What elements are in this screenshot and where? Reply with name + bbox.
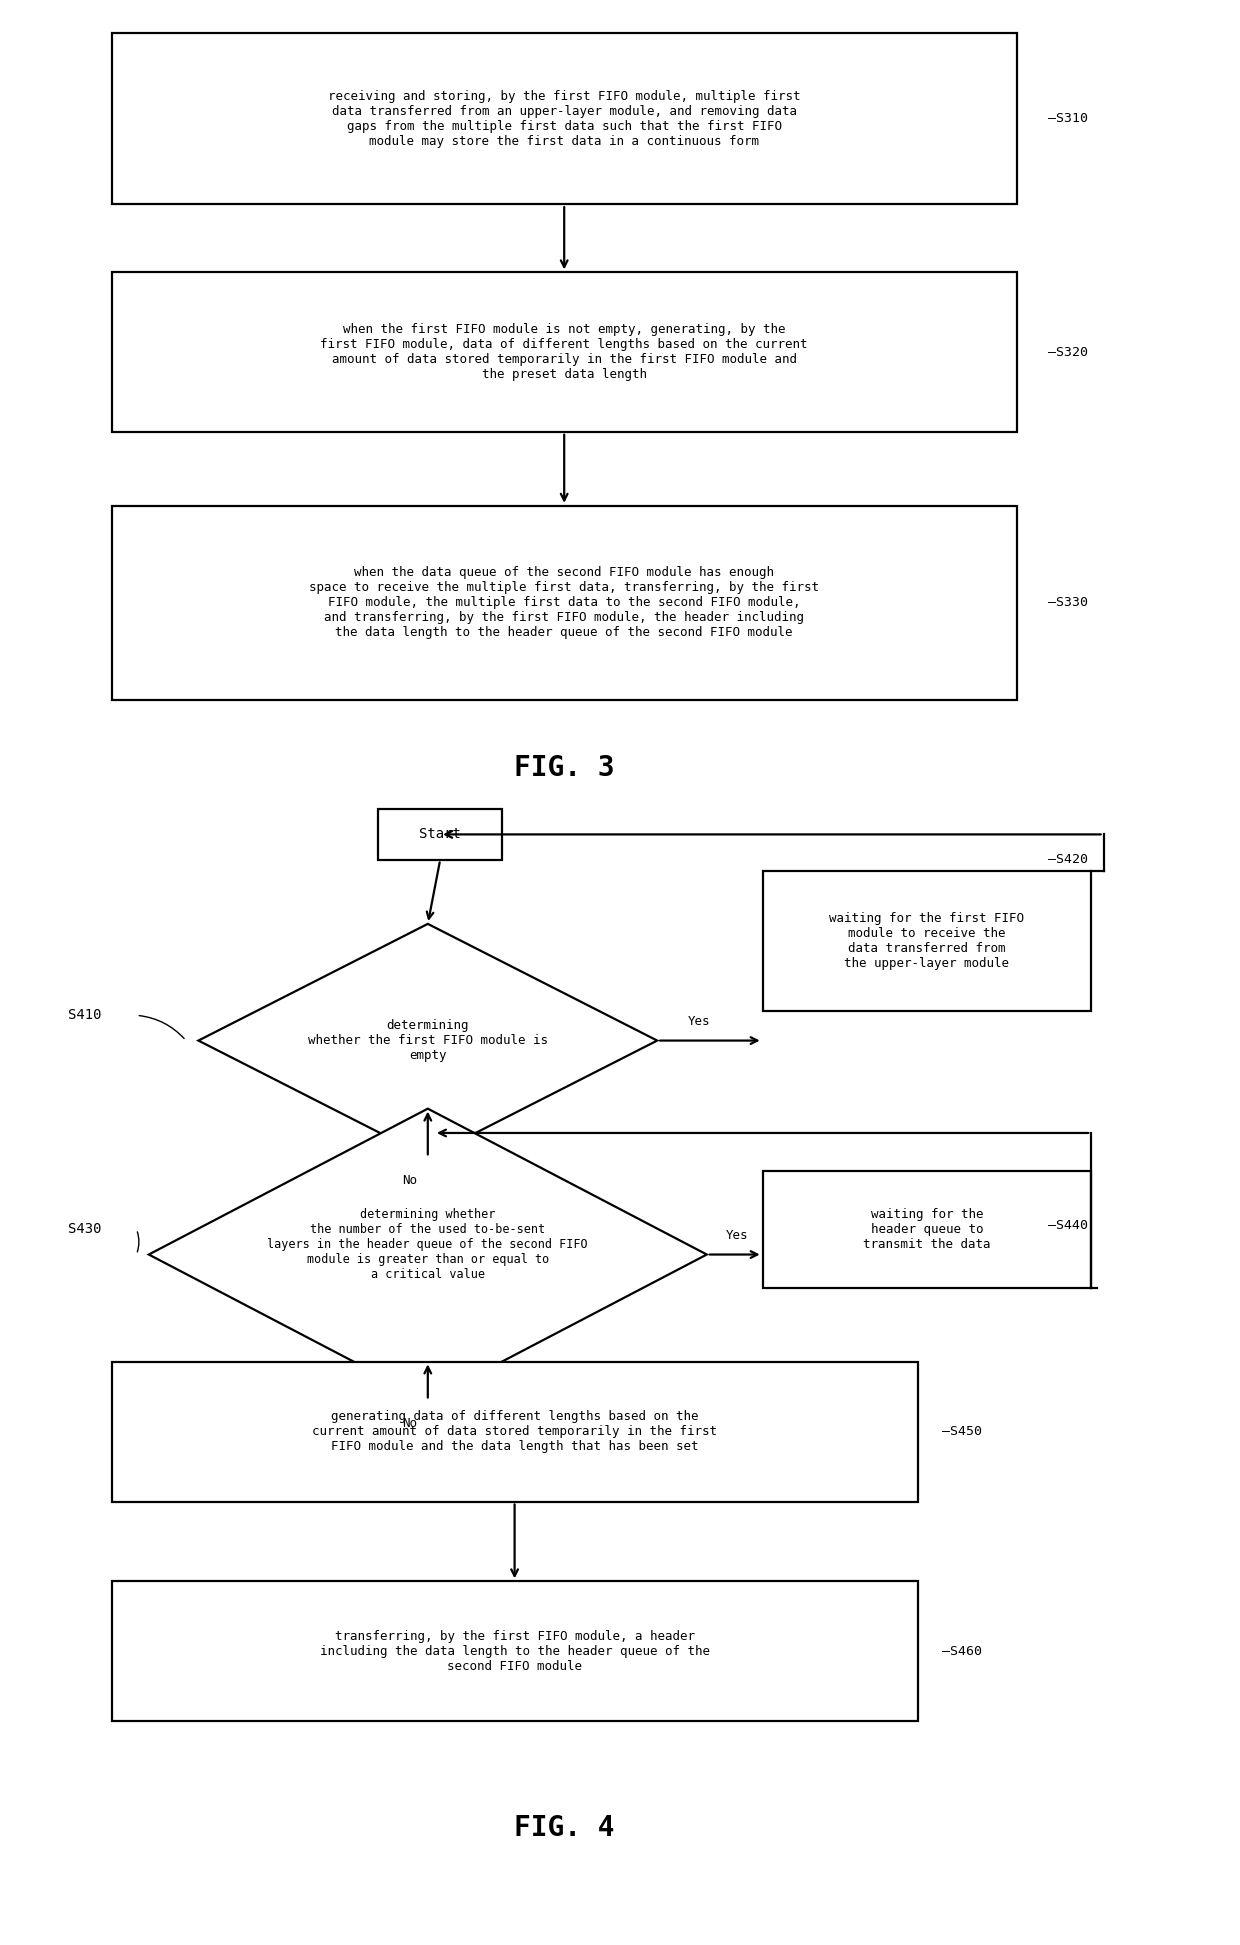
Text: FIG. 3: FIG. 3 bbox=[513, 755, 615, 782]
Text: —S320: —S320 bbox=[1048, 346, 1087, 358]
Polygon shape bbox=[149, 1109, 707, 1400]
Text: Yes: Yes bbox=[688, 1015, 711, 1027]
FancyBboxPatch shape bbox=[112, 1362, 918, 1502]
Text: when the first FIFO module is not empty, generating, by the
first FIFO module, d: when the first FIFO module is not empty,… bbox=[320, 323, 808, 381]
Text: transferring, by the first FIFO module, a header
including the data length to th: transferring, by the first FIFO module, … bbox=[320, 1630, 709, 1673]
FancyBboxPatch shape bbox=[763, 871, 1091, 1011]
Polygon shape bbox=[198, 924, 657, 1157]
FancyBboxPatch shape bbox=[112, 272, 1017, 432]
Text: S430: S430 bbox=[68, 1221, 102, 1237]
Text: No: No bbox=[402, 1418, 417, 1430]
Text: S410: S410 bbox=[68, 1008, 102, 1023]
Text: —S450: —S450 bbox=[942, 1426, 982, 1437]
FancyBboxPatch shape bbox=[378, 809, 502, 860]
Text: Yes: Yes bbox=[725, 1229, 748, 1241]
Text: waiting for the first FIFO
module to receive the
data transferred from
the upper: waiting for the first FIFO module to rec… bbox=[830, 912, 1024, 971]
FancyBboxPatch shape bbox=[112, 33, 1017, 204]
Text: FIG. 4: FIG. 4 bbox=[513, 1815, 615, 1842]
Text: —S330: —S330 bbox=[1048, 597, 1087, 609]
Text: waiting for the
header queue to
transmit the data: waiting for the header queue to transmit… bbox=[863, 1208, 991, 1251]
Text: determining
whether the first FIFO module is
empty: determining whether the first FIFO modul… bbox=[308, 1019, 548, 1062]
Text: —S310: —S310 bbox=[1048, 113, 1087, 124]
FancyBboxPatch shape bbox=[112, 1581, 918, 1721]
FancyBboxPatch shape bbox=[763, 1171, 1091, 1288]
Text: —S440: —S440 bbox=[1048, 1220, 1087, 1231]
Text: No: No bbox=[402, 1175, 417, 1186]
Text: when the data queue of the second FIFO module has enough
space to receive the mu: when the data queue of the second FIFO m… bbox=[309, 566, 820, 640]
FancyBboxPatch shape bbox=[112, 506, 1017, 700]
Text: —S460: —S460 bbox=[942, 1645, 982, 1657]
Text: receiving and storing, by the first FIFO module, multiple first
data transferred: receiving and storing, by the first FIFO… bbox=[327, 89, 801, 148]
Text: —S420: —S420 bbox=[1048, 854, 1087, 866]
Text: generating data of different lengths based on the
current amount of data stored : generating data of different lengths bas… bbox=[312, 1410, 717, 1453]
Text: determining whether
the number of the used to-be-sent
layers in the header queue: determining whether the number of the us… bbox=[268, 1208, 588, 1282]
Text: Start: Start bbox=[419, 827, 461, 842]
